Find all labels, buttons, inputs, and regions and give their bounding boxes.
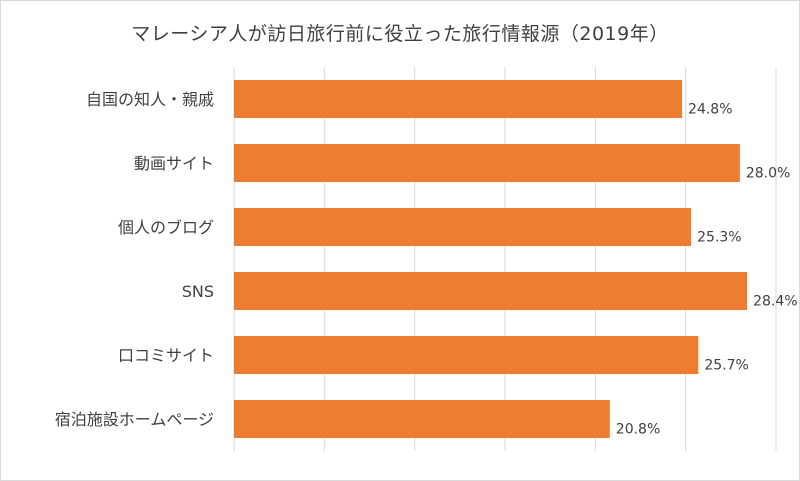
data-label: 24.8% [688, 102, 732, 118]
data-label: 28.4% [753, 294, 797, 310]
bar [234, 208, 692, 246]
data-label: 28.0% [746, 166, 790, 182]
bar [234, 80, 683, 118]
data-label: 20.8% [616, 422, 660, 438]
category-label: 個人のブログ [118, 218, 214, 237]
bar [234, 400, 610, 438]
data-label: 25.3% [697, 230, 741, 246]
chart-title: マレーシア人が訪日旅行前に役立った旅行情報源（2019年） [131, 23, 669, 45]
bar [234, 272, 748, 310]
bar [234, 144, 740, 182]
bar [234, 336, 699, 374]
category-label: 自国の知人・親戚 [86, 90, 214, 109]
category-label: 宿泊施設ホームページ [55, 410, 214, 429]
data-label: 25.7% [704, 358, 748, 374]
category-label: SNS [182, 282, 214, 301]
category-label: 動画サイト [134, 154, 214, 173]
category-label: 口コミサイト [118, 346, 214, 365]
